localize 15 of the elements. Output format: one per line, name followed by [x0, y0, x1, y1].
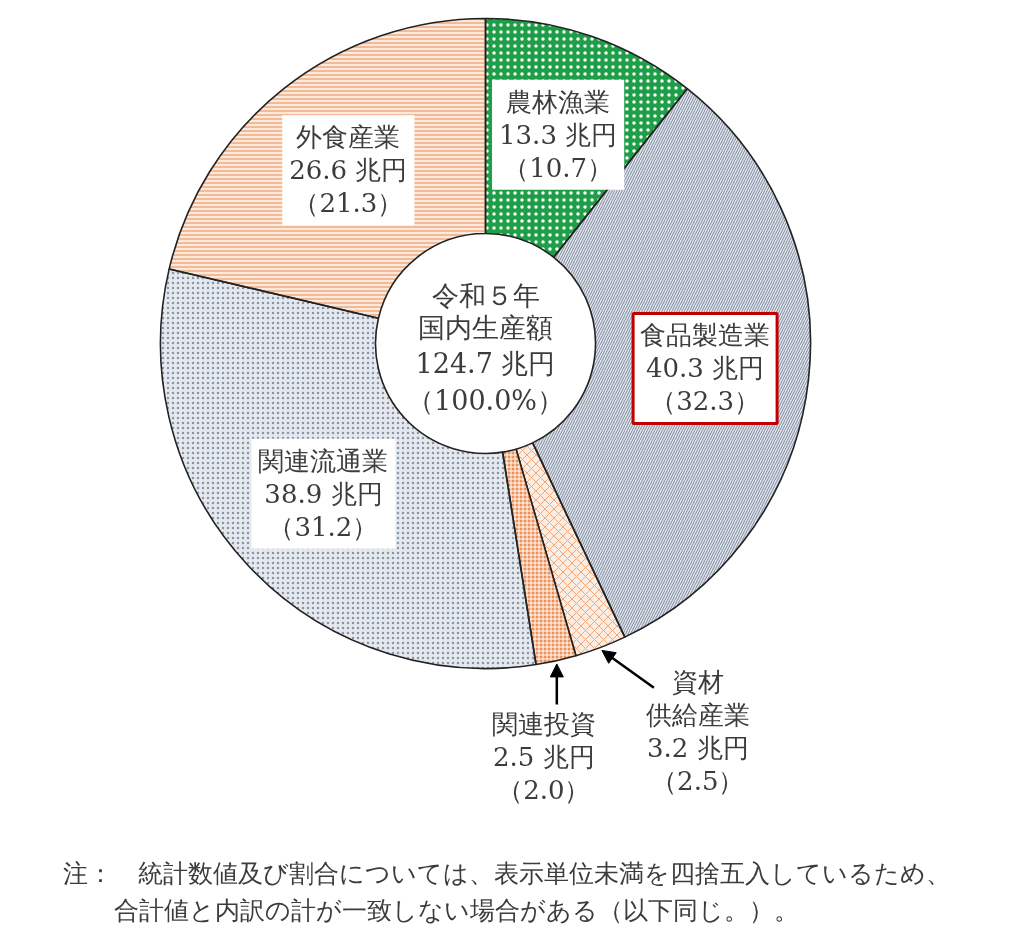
data-label: 26.6 兆円（21.3）	[289, 155, 408, 219]
data-label: 2.5 兆円（2.0）	[493, 742, 595, 806]
data-label: 38.9 兆円（31.2）	[264, 478, 383, 542]
data-label: 13.3 兆円（10.7）	[499, 119, 618, 183]
text: 注： 統計数値及び割合については、表示単位未満を四捨五入しているため、合計値と内訳の計が一致しない場合がある（以下同じ。）。	[62, 858, 951, 925]
slice-label: 農林漁業	[506, 86, 611, 117]
slice-label: 外食産業	[296, 122, 401, 153]
text: 国内生産額124.7 兆円（100.0%）	[407, 311, 564, 416]
slice-label: 資材供給産業	[645, 666, 750, 730]
data-label: 3.2 兆円（2.5）	[646, 732, 749, 796]
slice-label: 関連投資	[491, 709, 596, 740]
slice-label: 関連流通業	[258, 445, 389, 476]
text: 令和５年	[431, 279, 540, 311]
slice-label: 食品製造業	[640, 320, 771, 351]
data-label: 40.3 兆円（32.3）	[646, 353, 765, 417]
